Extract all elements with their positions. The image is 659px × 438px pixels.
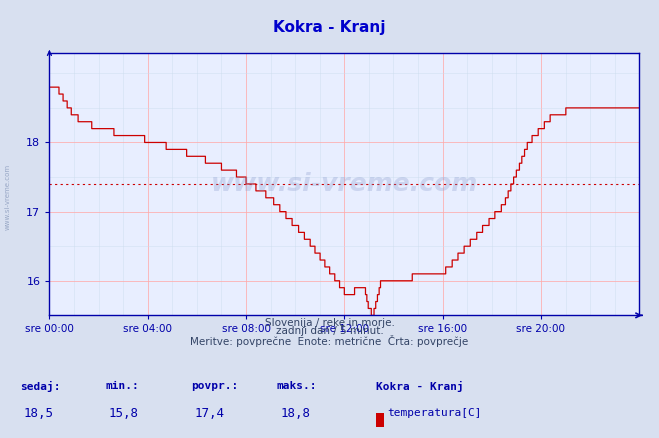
Text: www.si-vreme.com: www.si-vreme.com [5, 164, 11, 230]
Text: min.:: min.: [105, 381, 139, 391]
Text: 18,8: 18,8 [280, 407, 310, 420]
Text: Kokra - Kranj: Kokra - Kranj [376, 381, 463, 392]
Text: Slovenija / reke in morje.: Slovenija / reke in morje. [264, 318, 395, 328]
Text: 15,8: 15,8 [109, 407, 139, 420]
Text: Kokra - Kranj: Kokra - Kranj [273, 20, 386, 35]
Text: 17,4: 17,4 [194, 407, 225, 420]
Text: sedaj:: sedaj: [20, 381, 60, 392]
Text: zadnji dan / 5 minut.: zadnji dan / 5 minut. [275, 326, 384, 336]
Text: 18,5: 18,5 [23, 407, 53, 420]
Text: www.si-vreme.com: www.si-vreme.com [211, 172, 478, 196]
Text: Meritve: povprečne  Enote: metrične  Črta: povprečje: Meritve: povprečne Enote: metrične Črta:… [190, 335, 469, 347]
Text: temperatura[C]: temperatura[C] [387, 408, 482, 418]
Text: povpr.:: povpr.: [191, 381, 239, 391]
Text: maks.:: maks.: [277, 381, 317, 391]
